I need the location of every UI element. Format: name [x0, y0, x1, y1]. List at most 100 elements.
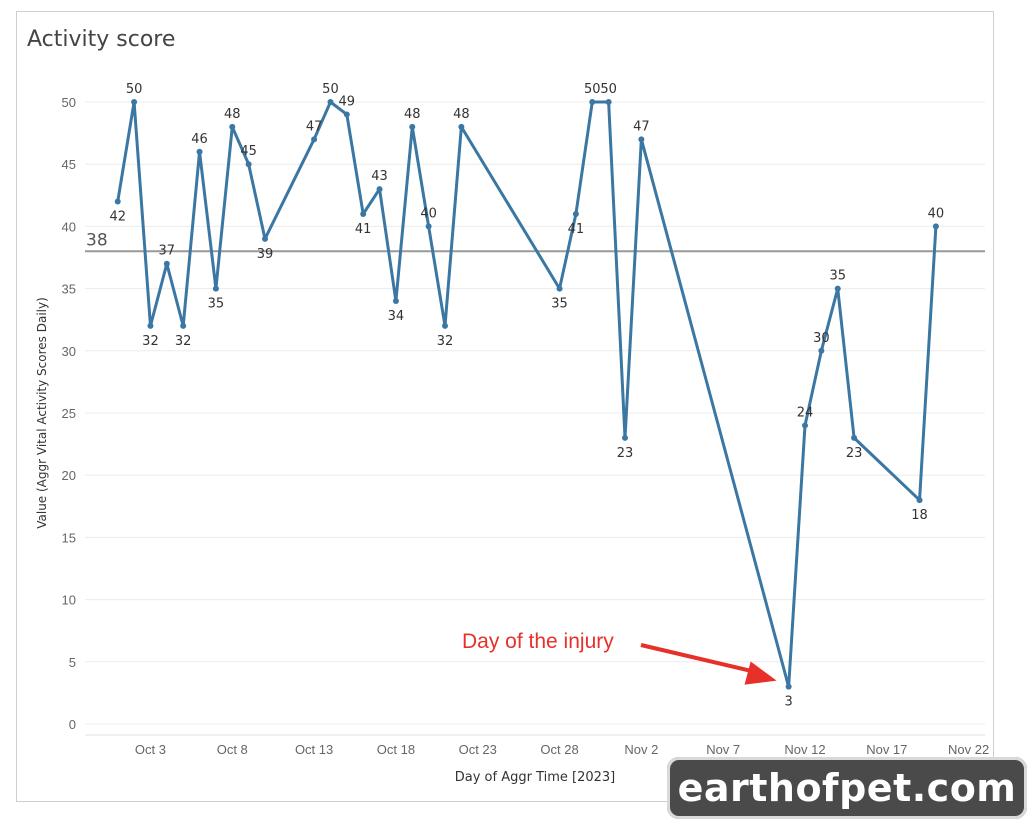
watermark-badge: earthofpet.com — [667, 757, 1027, 819]
data-point — [802, 422, 808, 429]
data-label: 48 — [224, 107, 241, 122]
data-label: 3 — [784, 695, 792, 710]
data-label: 35 — [551, 297, 568, 312]
data-point — [638, 136, 645, 143]
data-point — [343, 111, 350, 118]
data-label: 41 — [568, 222, 585, 237]
y-tick-label: 20 — [62, 468, 76, 483]
data-label: 47 — [633, 119, 650, 134]
data-point — [818, 347, 825, 354]
y-tick-label: 30 — [62, 344, 76, 359]
data-point — [311, 136, 318, 143]
data-point — [163, 260, 170, 267]
y-tick-label: 0 — [69, 717, 76, 732]
x-tick-label: Oct 18 — [377, 742, 415, 757]
data-label: 45 — [240, 144, 257, 159]
data-label: 48 — [453, 107, 470, 122]
data-label: 39 — [257, 247, 274, 262]
chart-title: Activity score — [27, 27, 176, 52]
y-tick-label: 25 — [62, 406, 76, 421]
data-label: 46 — [191, 132, 208, 147]
data-point — [785, 683, 792, 690]
data-label: 50 — [322, 82, 339, 97]
data-label: 23 — [617, 446, 634, 461]
data-label: 32 — [437, 334, 454, 349]
data-point — [147, 322, 154, 329]
data-point — [442, 322, 448, 329]
data-label: 49 — [339, 94, 356, 109]
data-point — [245, 161, 252, 168]
reference-line-label: 38 — [86, 230, 108, 250]
data-label: 50 — [600, 82, 617, 97]
data-point — [572, 210, 579, 217]
y-tick-label: 35 — [62, 282, 76, 297]
data-point — [409, 123, 416, 130]
data-label: 42 — [109, 210, 126, 225]
data-point — [376, 186, 383, 193]
y-tick-label: 5 — [69, 655, 76, 670]
data-label: 40 — [928, 206, 945, 221]
data-label: 48 — [404, 107, 421, 122]
x-tick-label: Nov 12 — [784, 742, 825, 757]
annotation-arrow-head — [744, 661, 777, 685]
data-point — [196, 148, 203, 155]
data-label: 50 — [584, 82, 601, 97]
data-label: 35 — [829, 269, 846, 284]
x-axis-title: Day of Aggr Time [2023] — [455, 770, 616, 785]
x-tick-label: Nov 2 — [624, 742, 658, 757]
data-point — [851, 434, 858, 441]
annotation-text: Day of the injury — [462, 630, 614, 653]
data-point — [589, 99, 596, 105]
data-label: 43 — [371, 169, 388, 184]
series-line — [116, 100, 938, 689]
x-tick-label: Oct 3 — [135, 742, 166, 757]
y-tick-label: 15 — [62, 530, 76, 545]
data-label: 40 — [420, 206, 437, 221]
y-tick-label: 45 — [62, 157, 76, 172]
x-tick-label: Nov 17 — [866, 742, 907, 757]
data-label: 41 — [355, 222, 372, 237]
data-label: 32 — [142, 334, 159, 349]
data-point — [360, 210, 367, 217]
data-point — [834, 285, 841, 292]
data-label: 34 — [388, 309, 405, 324]
data-label: 23 — [846, 446, 863, 461]
y-tick-label: 10 — [62, 593, 76, 608]
data-label: 18 — [911, 508, 928, 523]
data-label: 32 — [175, 334, 192, 349]
data-point — [180, 322, 187, 329]
data-point — [916, 497, 923, 504]
x-tick-label: Oct 13 — [295, 742, 333, 757]
data-point — [327, 99, 334, 105]
x-tick-label: Oct 23 — [459, 742, 497, 757]
chart-frame — [16, 11, 994, 802]
data-point — [114, 198, 121, 205]
data-label: 30 — [813, 331, 830, 346]
data-point — [131, 99, 138, 105]
y-tick-label: 40 — [62, 219, 76, 234]
data-label: 24 — [797, 405, 814, 420]
x-tick-label: Nov 22 — [948, 742, 989, 757]
annotation-arrow-shaft — [640, 643, 760, 675]
y-tick-label: 50 — [62, 95, 76, 110]
data-point — [262, 235, 268, 242]
x-tick-label: Oct 8 — [217, 742, 248, 757]
data-label: 35 — [208, 297, 225, 312]
data-point — [425, 223, 432, 230]
data-point — [392, 298, 399, 305]
data-label: 50 — [126, 82, 143, 97]
data-point — [622, 434, 628, 441]
data-point — [458, 123, 465, 130]
y-axis-title: Value (Aggr Vital Activity Scores Daily) — [35, 297, 49, 529]
x-tick-label: Oct 28 — [540, 742, 578, 757]
data-point — [212, 285, 219, 292]
x-tick-label: Nov 7 — [706, 742, 740, 757]
data-point — [605, 99, 612, 105]
data-label: 47 — [306, 119, 323, 134]
data-point — [932, 223, 939, 230]
data-label: 37 — [159, 244, 176, 259]
watermark-text: earthofpet.com — [677, 766, 1017, 810]
data-point — [556, 285, 563, 292]
data-point — [229, 123, 236, 130]
